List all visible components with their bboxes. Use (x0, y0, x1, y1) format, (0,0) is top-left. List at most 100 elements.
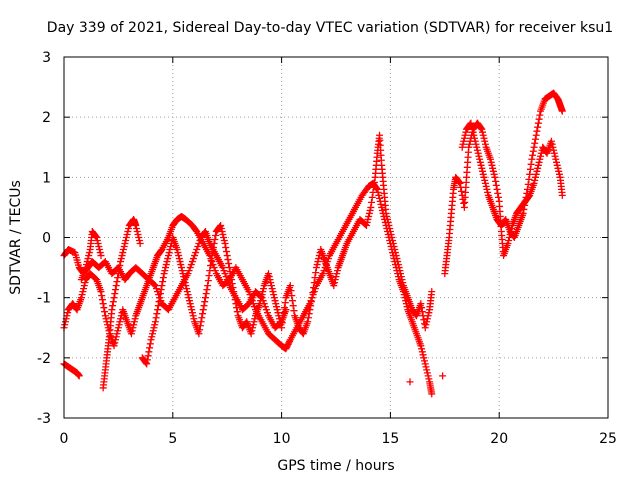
data-point (189, 255, 197, 263)
data-point (548, 140, 556, 148)
data-point (136, 240, 144, 248)
data-point (383, 215, 391, 223)
data-point (486, 155, 494, 163)
x-tick-label: 25 (599, 431, 617, 447)
data-point (263, 309, 271, 317)
data-point (398, 276, 406, 284)
data-point (422, 363, 430, 371)
data-point (232, 300, 240, 308)
data-point (395, 264, 403, 272)
data-point (146, 344, 154, 352)
data-point (121, 240, 129, 248)
data-point (533, 127, 541, 135)
data-point (468, 125, 476, 133)
data-point (159, 274, 167, 282)
data-point (308, 294, 316, 302)
data-point (188, 309, 196, 317)
data-point (182, 282, 190, 290)
data-point (79, 288, 87, 296)
data-point (290, 307, 298, 315)
data-point (180, 273, 188, 281)
data-point (473, 143, 481, 151)
data-point (186, 300, 194, 308)
data-point (555, 170, 563, 178)
data-point (61, 321, 69, 329)
data-point (420, 354, 428, 362)
data-point (481, 137, 489, 145)
data-point (312, 264, 320, 272)
data-point (391, 246, 399, 254)
data-point (283, 342, 291, 350)
data-point (201, 294, 209, 302)
data-point (184, 291, 192, 299)
data-point (406, 378, 414, 386)
data-point (93, 234, 101, 241)
data-point (481, 176, 489, 184)
data-point (417, 300, 425, 308)
data-point (417, 342, 425, 350)
data-point (165, 249, 173, 257)
data-point (522, 193, 530, 201)
data-point (526, 165, 534, 173)
data-point (483, 185, 491, 193)
data-point (148, 333, 156, 341)
plot-frame (63, 56, 609, 419)
data-point (187, 303, 195, 311)
data-point (97, 288, 105, 296)
data-point (201, 298, 209, 306)
data-point (399, 279, 407, 287)
data-point (258, 291, 266, 299)
data-point (384, 218, 392, 226)
data-point (101, 308, 109, 316)
data-point (459, 140, 467, 148)
data-point (521, 197, 529, 205)
chart-title: Day 339 of 2021, Sidereal Day-to-day VTE… (47, 20, 613, 36)
data-point (98, 296, 106, 304)
data-point (422, 321, 430, 329)
data-point (125, 224, 133, 232)
data-point (124, 227, 132, 235)
data-point (131, 315, 139, 323)
data-point (532, 131, 540, 139)
data-point (115, 321, 123, 329)
data-point (177, 261, 185, 269)
data-point (173, 246, 181, 254)
data-point (210, 240, 218, 248)
data-point (493, 185, 501, 193)
data-point (246, 291, 254, 299)
data-point (468, 122, 476, 130)
data-point (287, 287, 295, 295)
data-point (367, 203, 375, 211)
data-point (285, 339, 293, 347)
data-point (249, 321, 257, 329)
data-point (228, 280, 236, 288)
data-point (133, 224, 141, 232)
data-point (266, 276, 274, 284)
data-point (230, 288, 238, 296)
data-point (220, 234, 228, 241)
data-point (223, 252, 231, 260)
data-point (333, 270, 341, 278)
data-point (220, 237, 228, 245)
data-point (270, 294, 278, 302)
data-point (122, 237, 130, 245)
data-point (204, 277, 212, 285)
data-point (185, 267, 193, 275)
data-point (478, 125, 486, 133)
data-point (479, 131, 487, 139)
data-point (423, 369, 431, 377)
data-point (312, 269, 320, 277)
data-point (365, 209, 373, 217)
data-point (268, 285, 276, 293)
data-point (482, 182, 490, 190)
data-point (271, 297, 279, 305)
data-point (505, 237, 513, 245)
data-point (199, 310, 207, 318)
data-point (420, 357, 428, 365)
data-point (146, 340, 154, 348)
data-point (396, 267, 404, 275)
data-point (185, 294, 193, 302)
data-point (476, 158, 484, 166)
data-point (534, 164, 542, 172)
